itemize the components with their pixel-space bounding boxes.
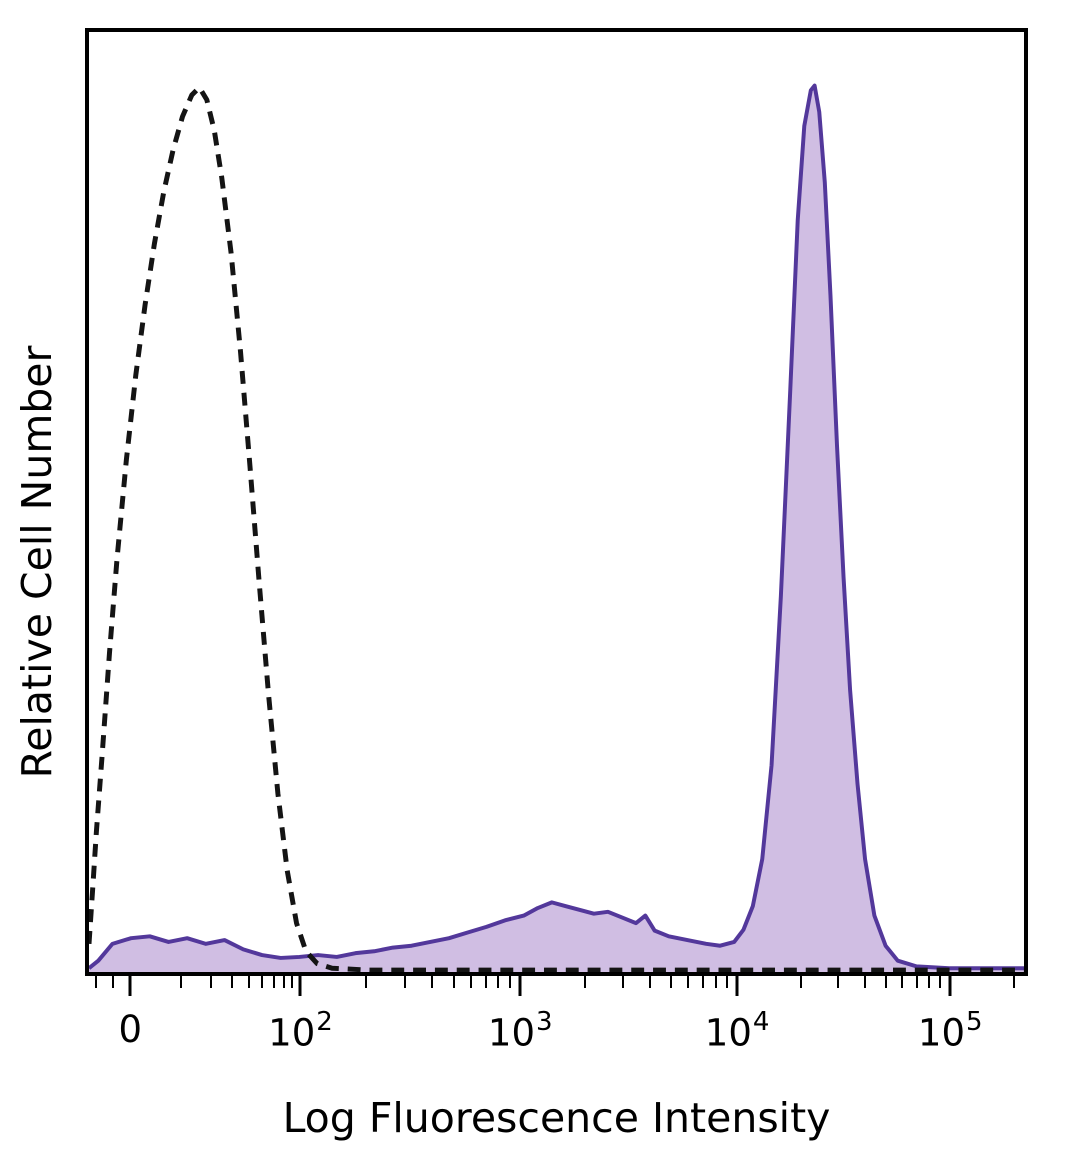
sample-area-fill <box>89 85 1024 972</box>
histogram-curves-svg <box>89 83 1024 972</box>
x-minor-tick <box>863 976 866 988</box>
x-tick-label-0: 0 <box>118 1008 143 1051</box>
x-tick-label-10e4: 104 <box>704 1007 770 1055</box>
x-minor-tick <box>431 976 434 988</box>
x-minor-tick <box>112 976 115 988</box>
tick-label-exponent: 5 <box>965 1007 983 1037</box>
x-major-tick <box>948 976 952 996</box>
x-minor-tick <box>484 976 487 988</box>
x-minor-tick <box>884 976 887 988</box>
x-tick-label-10e3: 103 <box>487 1007 553 1055</box>
x-minor-tick <box>508 976 511 988</box>
x-minor-tick <box>403 976 406 988</box>
x-minor-tick <box>702 976 705 988</box>
x-minor-tick <box>837 976 840 988</box>
x-minor-tick <box>928 976 931 988</box>
x-tick-label-10e2: 102 <box>268 1007 333 1055</box>
x-minor-tick <box>687 976 690 988</box>
x-minor-tick <box>622 976 625 988</box>
x-minor-tick <box>901 976 904 988</box>
tick-label-exponent: 3 <box>535 1007 553 1037</box>
tick-label-exponent: 2 <box>316 1007 333 1037</box>
x-minor-tick <box>584 976 586 988</box>
x-minor-tick <box>1012 976 1015 988</box>
plot-area <box>85 28 1028 976</box>
x-minor-tick <box>938 976 941 988</box>
x-minor-tick <box>649 976 652 988</box>
tick-label-exponent: 4 <box>752 1007 770 1037</box>
x-axis-ticks <box>85 976 1028 1004</box>
x-major-tick <box>735 976 739 996</box>
x-minor-tick <box>231 976 234 988</box>
x-axis-tick-labels: 0 102 103 104 105 <box>85 1002 1028 1080</box>
x-minor-tick <box>469 976 472 988</box>
x-minor-tick <box>714 976 717 988</box>
x-minor-tick <box>291 976 294 988</box>
control-curve <box>89 84 1024 972</box>
x-major-tick <box>298 976 302 996</box>
x-minor-tick <box>670 976 673 988</box>
x-major-tick <box>518 976 522 996</box>
x-minor-tick <box>210 976 213 988</box>
x-minor-tick <box>95 976 98 988</box>
x-minor-tick <box>452 976 455 988</box>
x-minor-tick <box>915 976 918 988</box>
tick-label-base: 10 <box>268 1011 316 1055</box>
x-tick-label-10e5: 105 <box>917 1007 983 1055</box>
y-axis-label: Relative Cell Number <box>13 345 61 779</box>
x-minor-tick <box>261 976 264 988</box>
tick-label-base: 10 <box>704 1011 752 1055</box>
x-minor-tick <box>180 976 183 988</box>
x-minor-tick <box>725 976 728 988</box>
tick-label-base: 10 <box>917 1011 965 1055</box>
sample-curve <box>89 83 1024 971</box>
x-minor-tick <box>497 976 500 988</box>
tick-label-base: 10 <box>487 1011 535 1055</box>
x-minor-tick <box>799 976 802 988</box>
x-minor-tick <box>282 976 285 988</box>
x-minor-tick <box>247 976 250 988</box>
x-major-tick <box>128 976 132 996</box>
x-axis-label: Log Fluorescence Intensity <box>282 1094 831 1142</box>
x-minor-tick <box>365 976 368 988</box>
x-minor-tick <box>272 976 275 988</box>
